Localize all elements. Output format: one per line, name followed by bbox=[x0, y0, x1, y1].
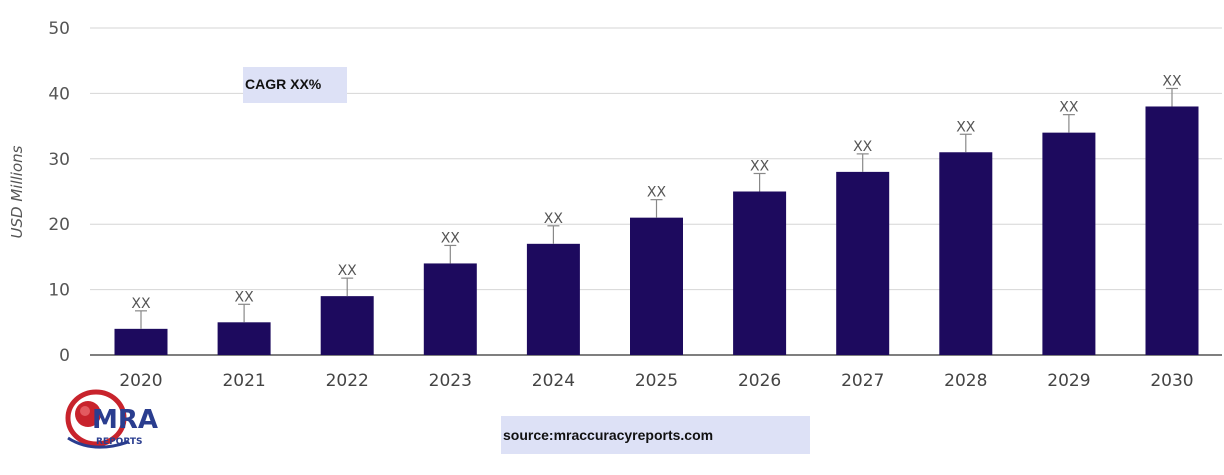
x-tick-label: 2029 bbox=[1047, 371, 1090, 391]
data-label-2027: XX bbox=[853, 139, 873, 155]
x-tick-label: 2028 bbox=[944, 371, 987, 391]
x-tick-label: 2030 bbox=[1150, 371, 1193, 391]
data-label-2020: XX bbox=[131, 296, 151, 312]
x-tick-label: 2026 bbox=[738, 371, 781, 391]
bar-2028 bbox=[939, 152, 993, 355]
data-label-2028: XX bbox=[956, 119, 976, 135]
source-text: source:mraccuracyreports.com bbox=[503, 427, 714, 443]
logo-text-top: MRA bbox=[92, 405, 158, 435]
bar-2026 bbox=[733, 191, 787, 355]
x-tick-label: 2027 bbox=[841, 371, 884, 391]
data-label-2023: XX bbox=[441, 230, 461, 246]
bar-2030 bbox=[1145, 106, 1199, 355]
y-tick-label: 0 bbox=[59, 346, 70, 366]
bar-2020 bbox=[114, 328, 168, 355]
logo-ring bbox=[65, 389, 127, 447]
y-tick-label: 10 bbox=[48, 281, 70, 301]
data-label-2022: XX bbox=[338, 263, 358, 279]
bar-2022 bbox=[320, 296, 374, 355]
bar-2029 bbox=[1042, 132, 1096, 355]
data-label-2021: XX bbox=[235, 289, 255, 305]
logo-globe-highlight bbox=[80, 406, 90, 416]
mra-reports-logo: MRA REPORTS bbox=[65, 389, 158, 449]
x-tick-label: 2024 bbox=[532, 371, 575, 391]
y-tick-label: 20 bbox=[48, 215, 70, 235]
y-tick-label: 30 bbox=[48, 150, 70, 170]
x-tick-label: 2020 bbox=[119, 371, 162, 391]
x-tick-label: 2021 bbox=[222, 371, 265, 391]
y-tick-label: 40 bbox=[48, 84, 70, 104]
y-tick-label: 50 bbox=[48, 19, 70, 39]
logo-text-bottom: REPORTS bbox=[96, 437, 142, 447]
data-label-2025: XX bbox=[647, 185, 667, 201]
cagr-annotation-box bbox=[243, 67, 347, 103]
bar-2027 bbox=[836, 171, 890, 355]
x-tick-label: 2022 bbox=[326, 371, 369, 391]
y-axis-ticks: 0 10 20 30 40 50 bbox=[48, 19, 70, 366]
bar-2024 bbox=[526, 243, 580, 355]
bar-2025 bbox=[630, 217, 683, 355]
x-tick-label: 2025 bbox=[635, 371, 678, 391]
y-axis-label: USD Millions bbox=[8, 145, 26, 238]
x-axis-ticks: 2020 2021 2022 2023 2024 2025 2026 2027 2028 2029… bbox=[119, 371, 1193, 391]
x-tick-label: 2023 bbox=[429, 371, 472, 391]
data-label-2029: XX bbox=[1059, 100, 1079, 116]
logo-swoosh bbox=[67, 436, 129, 449]
bar-2023 bbox=[423, 263, 477, 355]
source-box bbox=[501, 416, 810, 454]
data-label-2024: XX bbox=[544, 211, 564, 227]
cagr-annotation: CAGR XX% bbox=[245, 76, 322, 92]
data-label-2026: XX bbox=[750, 159, 770, 175]
bars: XX XX XX XX XX XX XX XX XX XX XX bbox=[114, 73, 1199, 355]
data-label-2030: XX bbox=[1162, 73, 1182, 89]
bar-2021 bbox=[217, 322, 271, 355]
